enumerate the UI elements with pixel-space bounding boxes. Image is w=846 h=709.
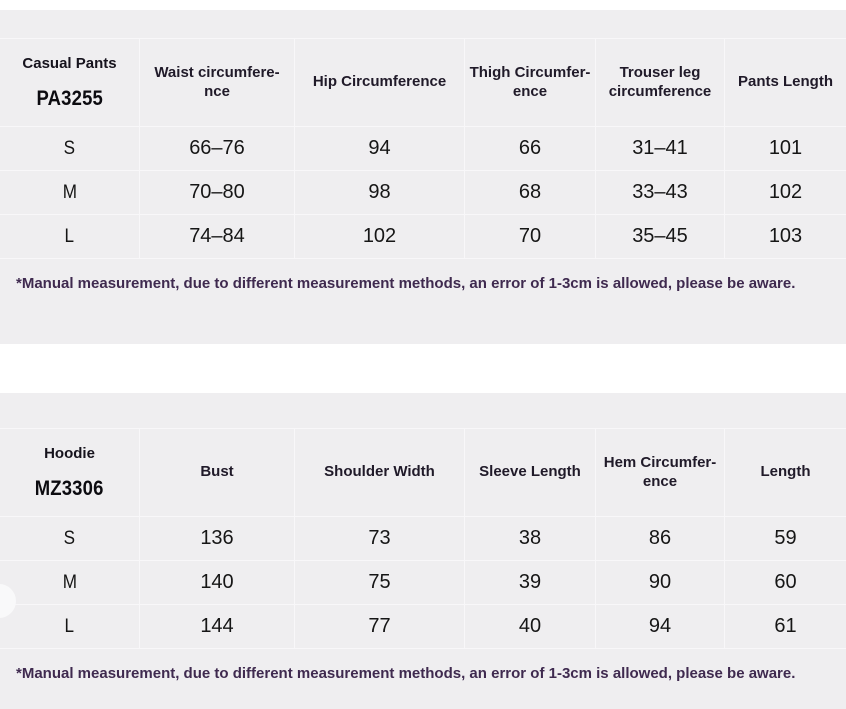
model-number: MZ3306 (35, 476, 104, 500)
pants-product-header: Casual Pants PA3255 (0, 39, 139, 126)
carousel-arrow-partial[interactable] (0, 584, 16, 618)
column-header-pants-length: Pants Length (725, 39, 846, 126)
product-name: Hoodie (44, 444, 95, 462)
value-cell: 144 (140, 605, 294, 648)
value-cell: 102 (295, 215, 464, 258)
column-header-sleeve: Sleeve Length (465, 429, 595, 516)
value-cell: 74–84 (140, 215, 294, 258)
column-header-shoulder: Shoulder Width (295, 429, 464, 516)
size-label: S (63, 137, 76, 159)
size-label: L (64, 225, 75, 247)
column-header-hem: Hem Circumfer- ence (596, 429, 724, 516)
value-cell: 77 (295, 605, 464, 648)
size-cell: L (0, 215, 139, 258)
value-cell: 61 (725, 605, 846, 648)
column-header-trouser: Trouser leg circumference (596, 39, 724, 126)
value-cell: 66–76 (140, 127, 294, 170)
value-cell: 102 (725, 171, 846, 214)
size-cell: L (0, 605, 139, 648)
value-cell: 35–45 (596, 215, 724, 258)
value-cell: 75 (295, 561, 464, 604)
value-cell: 31–41 (596, 127, 724, 170)
value-cell: 70 (465, 215, 595, 258)
value-cell: 38 (465, 517, 595, 560)
value-cell: 59 (725, 517, 846, 560)
value-cell: 140 (140, 561, 294, 604)
value-cell: 40 (465, 605, 595, 648)
pants-size-panel: Casual Pants PA3255 Waist circumfere- nc… (0, 10, 846, 344)
column-header-thigh: Thigh Circumfer- ence (465, 39, 595, 126)
value-cell: 70–80 (140, 171, 294, 214)
model-number: PA3255 (36, 86, 103, 110)
hoodie-size-panel: Hoodie MZ3306 Bust Shoulder Width Sleeve… (0, 393, 846, 709)
measurement-note: *Manual measurement, due to different me… (16, 275, 796, 292)
product-name: Casual Pants (22, 54, 117, 72)
column-header-hip: Hip Circumference (295, 39, 464, 126)
value-cell: 66 (465, 127, 595, 170)
hoodie-size-table: Hoodie MZ3306 Bust Shoulder Width Sleeve… (0, 428, 846, 649)
measurement-note: *Manual measurement, due to different me… (16, 665, 796, 682)
size-label: M (62, 571, 77, 593)
size-label: S (63, 527, 76, 549)
size-cell: S (0, 517, 139, 560)
value-cell: 73 (295, 517, 464, 560)
value-cell: 86 (596, 517, 724, 560)
size-label: L (64, 615, 75, 637)
size-cell: S (0, 127, 139, 170)
value-cell: 60 (725, 561, 846, 604)
value-cell: 98 (295, 171, 464, 214)
pants-size-table: Casual Pants PA3255 Waist circumfere- nc… (0, 38, 846, 259)
value-cell: 94 (295, 127, 464, 170)
hoodie-product-header: Hoodie MZ3306 (0, 429, 139, 516)
value-cell: 90 (596, 561, 724, 604)
value-cell: 101 (725, 127, 846, 170)
value-cell: 94 (596, 605, 724, 648)
size-label: M (62, 181, 77, 203)
column-header-length: Length (725, 429, 846, 516)
value-cell: 136 (140, 517, 294, 560)
value-cell: 103 (725, 215, 846, 258)
value-cell: 39 (465, 561, 595, 604)
column-header-bust: Bust (140, 429, 294, 516)
size-cell: M (0, 171, 139, 214)
value-cell: 33–43 (596, 171, 724, 214)
value-cell: 68 (465, 171, 595, 214)
column-header-waist: Waist circumfere- nce (140, 39, 294, 126)
size-cell: M (0, 561, 139, 604)
